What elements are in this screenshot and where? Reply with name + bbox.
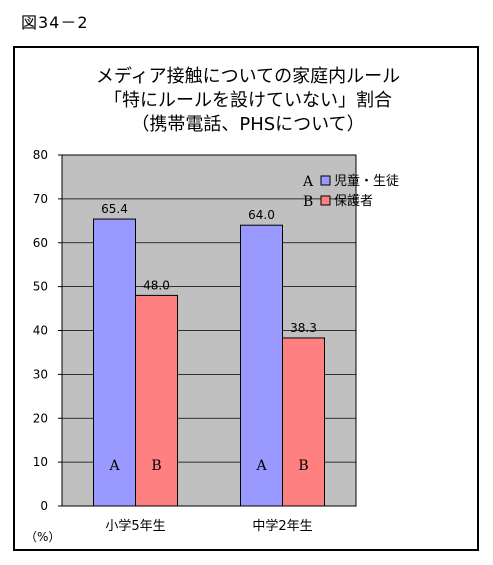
data-label: 64.0 [248, 208, 275, 222]
data-label: 65.4 [101, 202, 128, 216]
legend-letter: A [302, 174, 314, 190]
data-label: 48.0 [143, 278, 170, 292]
bar [135, 294, 178, 507]
bar [93, 218, 136, 507]
legend-letter: B [303, 194, 313, 210]
chart-title-line-1: メディア接触についての家庭内ルール [95, 66, 401, 87]
y-tick-label: 10 [33, 455, 48, 469]
y-tick-label: 40 [33, 324, 48, 338]
legend-label: 保護者 [334, 193, 373, 209]
y-tick-label: 80 [33, 148, 48, 162]
bar [282, 337, 325, 507]
x-category-label: 中学2年生 [252, 518, 312, 534]
y-tick-label: 20 [33, 411, 48, 425]
y-tick-label: 30 [33, 367, 48, 381]
chart-title-line-2: 「特にルールを設けていない」割合 [104, 90, 392, 111]
data-label: 38.3 [290, 321, 317, 335]
y-tick-label: 0 [40, 499, 48, 513]
chart-title-line-3: （携帯電話、PHSについて） [131, 114, 365, 135]
x-category-label: 小学5年生 [105, 518, 165, 534]
bar-series-letter: B [298, 458, 308, 474]
chart-frame: メディア接触についての家庭内ルール 「特にルールを設けていない」割合 （携帯電話… [13, 46, 479, 551]
legend-swatch [320, 175, 331, 186]
bar-series-letter: A [255, 458, 267, 474]
bar-series-letter: A [108, 458, 120, 474]
y-axis-unit-label: （%） [25, 530, 60, 544]
figure-label: 図34－2 [21, 13, 89, 32]
legend-swatch [320, 195, 331, 206]
y-tick-label: 70 [33, 192, 48, 206]
bar [240, 224, 283, 507]
legend-label: 児童・生徒 [334, 173, 399, 189]
bar-series-letter: B [151, 458, 161, 474]
bar-chart: 0 10 20 30 40 50 60 70 80 小学5年生 65.4 A 48.0 B 中学2年生 64.… [25, 148, 399, 544]
y-tick-label: 60 [33, 236, 48, 250]
y-tick-label: 50 [33, 280, 48, 294]
